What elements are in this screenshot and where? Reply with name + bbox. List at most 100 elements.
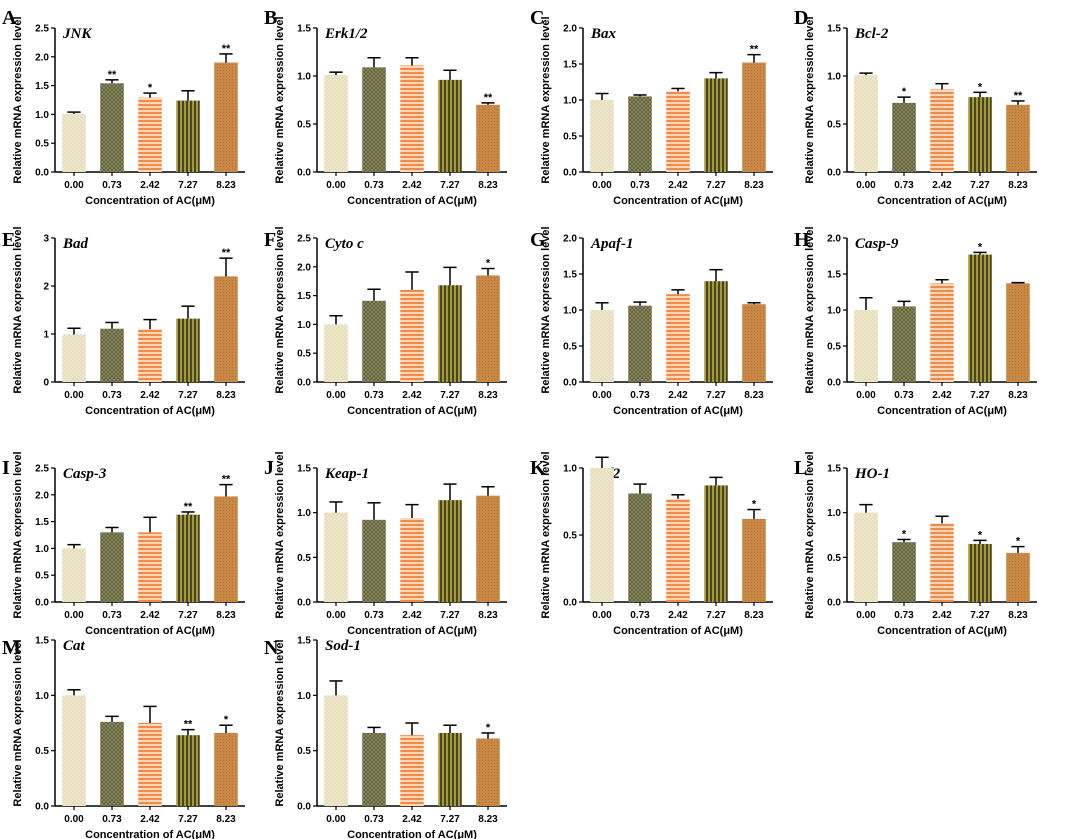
significance-mark: ** xyxy=(108,69,117,81)
bar-8.23 xyxy=(476,104,500,172)
x-tick-label: 0.73 xyxy=(102,610,122,621)
x-tick-label: 8.23 xyxy=(478,180,498,191)
y-tick-label: 0.5 xyxy=(563,342,577,353)
x-tick-label: 2.42 xyxy=(668,390,688,401)
bar-8.23 xyxy=(214,62,238,173)
significance-mark: * xyxy=(1016,536,1021,548)
panel-letter: A xyxy=(2,7,17,29)
y-tick-label: 2 xyxy=(43,282,49,293)
x-tick-label: 0.00 xyxy=(856,180,876,191)
x-tick-label: 0.00 xyxy=(592,610,612,621)
gene-title: HO-1 xyxy=(854,466,890,482)
significance-mark: ** xyxy=(184,501,193,513)
x-tick-label: 7.27 xyxy=(970,180,990,191)
x-tick-label: 8.23 xyxy=(744,610,764,621)
y-tick-label: 0.0 xyxy=(563,378,577,389)
y-tick-label: 1.5 xyxy=(297,464,311,475)
x-tick-label: 0.00 xyxy=(64,180,84,191)
bar-7.27 xyxy=(704,485,728,602)
x-axis-label: Concentration of AC(μM) xyxy=(877,195,1007,207)
y-tick-label: 1.0 xyxy=(35,110,49,121)
bar-8.23 xyxy=(742,62,766,173)
y-tick-label: 0.5 xyxy=(35,571,49,582)
x-axis-label: Concentration of AC(μM) xyxy=(877,405,1007,417)
y-tick-label: 1.5 xyxy=(35,81,49,92)
y-tick-label: 1.0 xyxy=(827,72,841,83)
x-tick-label: 2.42 xyxy=(668,610,688,621)
bar-7.27 xyxy=(968,543,992,602)
x-tick-label: 7.27 xyxy=(178,814,198,825)
bar-8.23 xyxy=(742,518,766,602)
y-axis-label: Relative mRNA expression level xyxy=(540,226,552,393)
x-tick-label: 8.23 xyxy=(744,390,764,401)
significance-mark: * xyxy=(978,81,983,93)
panel-letter: N xyxy=(264,637,279,659)
x-tick-label: 0.73 xyxy=(364,180,384,191)
panel-G: G Apaf-1 0.0 0.5 1.0 1.5 2.0 0.00 0.73 2.42 7.27 8.… xyxy=(530,226,773,417)
y-tick-label: 1.5 xyxy=(297,291,311,302)
x-tick-label: 8.23 xyxy=(478,610,498,621)
x-tick-label: 2.42 xyxy=(402,390,422,401)
bar-0.00 xyxy=(324,75,348,172)
significance-mark: * xyxy=(902,528,907,540)
x-tick-label: 0.73 xyxy=(630,390,650,401)
y-tick-label: 0.0 xyxy=(297,598,311,609)
x-tick-label: 2.42 xyxy=(140,610,160,621)
y-tick-label: 0.5 xyxy=(297,120,311,131)
significance-mark: * xyxy=(224,714,229,726)
bar-0.73 xyxy=(362,732,386,806)
significance-mark: ** xyxy=(222,43,231,55)
x-axis-label: Concentration of AC(μM) xyxy=(613,405,743,417)
y-axis-label: Relative mRNA expression level xyxy=(274,451,286,618)
bar-0.73 xyxy=(892,542,916,602)
y-tick-label: 1.0 xyxy=(297,691,311,702)
x-tick-label: 8.23 xyxy=(216,390,236,401)
bar-0.73 xyxy=(628,96,652,172)
x-tick-label: 7.27 xyxy=(440,610,460,621)
x-tick-label: 0.73 xyxy=(894,180,914,191)
bar-0.00 xyxy=(590,468,614,602)
y-tick-label: 0.5 xyxy=(297,746,311,757)
panel-F: F Cyto c 0.0 0.5 1.0 1.5 2.0 2.5 0.00 0.73 2.42 7.2… xyxy=(264,226,507,417)
bar-2.42 xyxy=(666,91,690,172)
bar-0.00 xyxy=(62,334,86,382)
bar-2.42 xyxy=(138,723,162,806)
y-tick-label: 2.5 xyxy=(35,464,49,475)
gene-title: Bad xyxy=(62,236,89,252)
panel-C: C Bax 0.0 0.5 1.0 1.5 2.0 0.00 0.73 2.42 7.27 ** 8.2… xyxy=(530,7,773,207)
y-tick-label: 1.5 xyxy=(563,270,577,281)
y-tick-label: 0.5 xyxy=(297,553,311,564)
y-tick-label: 0.0 xyxy=(35,168,49,179)
x-axis-label: Concentration of AC(μM) xyxy=(613,625,743,637)
bar-0.73 xyxy=(100,532,124,602)
panel-N: N Sod-1 0.0 0.5 1.0 1.5 0.00 0.73 2.42 7.27 * 8.23C… xyxy=(264,636,507,839)
x-tick-label: 2.42 xyxy=(402,180,422,191)
x-tick-label: 8.23 xyxy=(478,814,498,825)
bar-0.73 xyxy=(362,300,386,382)
x-axis-label: Concentration of AC(μM) xyxy=(347,405,477,417)
bar-8.23 xyxy=(476,495,500,602)
x-tick-label: 8.23 xyxy=(744,180,764,191)
y-tick-label: 1.0 xyxy=(297,508,311,519)
significance-mark: ** xyxy=(222,474,231,486)
gene-title: Bax xyxy=(590,26,617,42)
y-tick-label: 2.0 xyxy=(35,52,49,63)
bar-2.42 xyxy=(400,65,424,172)
bar-0.73 xyxy=(628,493,652,602)
x-axis-label: Concentration of AC(μM) xyxy=(877,625,1007,637)
x-tick-label: 0.73 xyxy=(364,390,384,401)
y-tick-label: 3 xyxy=(43,234,49,245)
panel-letter: J xyxy=(264,457,274,479)
significance-mark: * xyxy=(978,241,983,253)
y-tick-label: 2.5 xyxy=(297,234,311,245)
x-tick-label: 0.00 xyxy=(64,610,84,621)
bar-7.27 xyxy=(704,78,728,172)
x-tick-label: 0.00 xyxy=(64,390,84,401)
x-tick-label: 0.00 xyxy=(856,610,876,621)
x-axis-label: Concentration of AC(μM) xyxy=(85,829,215,839)
significance-mark: * xyxy=(486,258,491,270)
significance-mark: * xyxy=(752,499,757,511)
bar-0.00 xyxy=(62,113,86,172)
x-tick-label: 0.00 xyxy=(856,390,876,401)
panel-J: J Keap-1 0.0 0.5 1.0 1.5 0.00 0.73 2.42 7.27 8.23C… xyxy=(264,451,507,637)
